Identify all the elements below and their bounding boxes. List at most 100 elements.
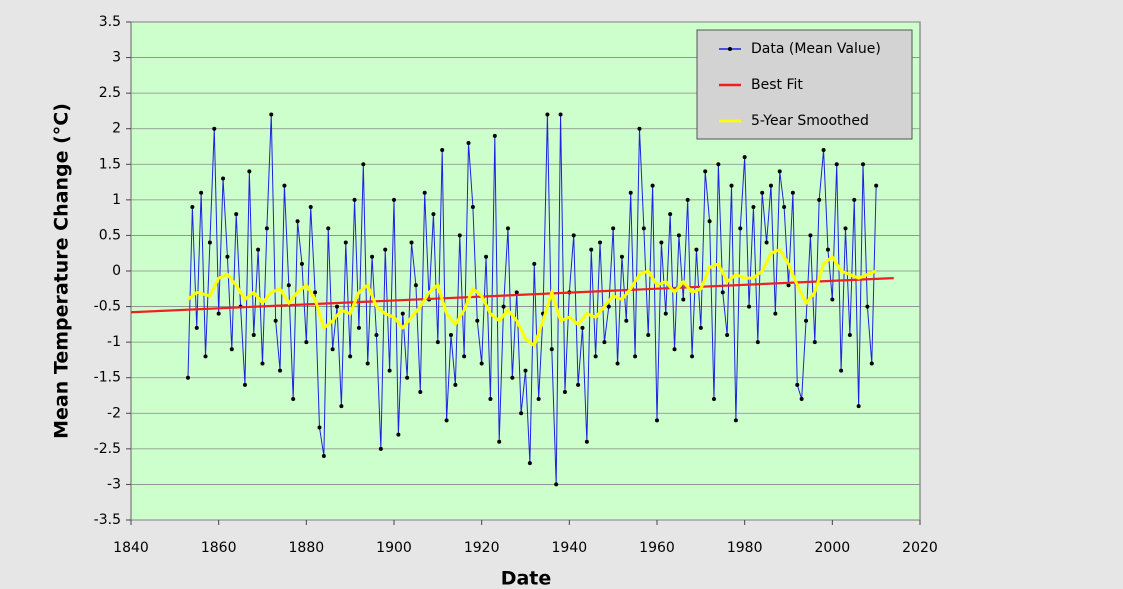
data-point <box>852 197 857 202</box>
data-point <box>576 382 581 387</box>
y-tick-label: 3 <box>112 50 121 66</box>
data-point <box>707 219 712 224</box>
data-point <box>304 340 309 345</box>
data-point <box>554 482 559 487</box>
data-point <box>747 304 752 309</box>
data-point <box>501 304 506 309</box>
data-point <box>326 226 331 231</box>
data-point <box>527 461 532 466</box>
data-point <box>764 240 769 245</box>
data-point <box>768 183 773 188</box>
data-point <box>751 204 756 209</box>
data-point <box>492 133 497 138</box>
data-point <box>782 204 787 209</box>
data-point <box>510 375 515 380</box>
data-point <box>431 212 436 217</box>
x-tick-label: 1860 <box>201 540 237 556</box>
data-point <box>703 169 708 174</box>
data-point <box>804 318 809 323</box>
data-point <box>532 261 537 266</box>
data-point <box>755 340 760 345</box>
data-point <box>203 354 208 359</box>
data-point <box>711 397 716 402</box>
data-point <box>839 368 844 373</box>
legend-marker <box>728 47 732 51</box>
data-point <box>264 226 269 231</box>
data-point <box>808 233 813 238</box>
data-point <box>659 240 664 245</box>
data-point <box>330 347 335 352</box>
x-axis-title: Date <box>501 568 552 589</box>
data-point <box>260 361 265 366</box>
data-point <box>519 411 524 416</box>
data-point <box>247 169 252 174</box>
data-point <box>681 297 686 302</box>
data-point <box>655 418 659 423</box>
data-point <box>256 247 261 252</box>
data-point <box>361 162 366 167</box>
data-point <box>286 283 291 288</box>
data-point <box>400 311 405 316</box>
data-point <box>453 382 458 387</box>
data-point <box>843 226 848 231</box>
data-point <box>720 290 725 295</box>
data-point <box>229 347 234 352</box>
data-point <box>733 418 738 423</box>
data-point <box>856 404 861 409</box>
data-point <box>466 140 471 145</box>
legend-label: 5-Year Smoothed <box>751 113 869 129</box>
y-tick-label: 1 <box>112 192 121 208</box>
x-tick-label: 2000 <box>815 540 851 556</box>
data-point <box>387 368 392 373</box>
data-point <box>413 283 418 288</box>
y-tick-label: 2 <box>112 121 121 137</box>
data-point <box>348 354 353 359</box>
series-line <box>130 277 894 314</box>
data-point <box>812 340 817 345</box>
data-point <box>221 176 226 181</box>
data-point <box>637 126 642 131</box>
data-point <box>251 333 256 338</box>
y-tick-label: -3.5 <box>94 512 121 528</box>
data-point <box>571 233 576 238</box>
data-point <box>308 204 313 209</box>
data-point <box>488 397 493 402</box>
data-point <box>668 212 673 217</box>
legend-label: Best Fit <box>751 77 803 93</box>
data-point <box>207 240 212 245</box>
data-point <box>321 453 326 458</box>
y-axis-title: Mean Temperature Change (°C) <box>51 103 73 439</box>
data-point <box>716 162 721 167</box>
legend-label: Data (Mean Value) <box>751 41 881 57</box>
data-point <box>352 197 357 202</box>
data-point <box>440 148 445 153</box>
data-point <box>602 340 607 345</box>
data-point <box>225 254 230 259</box>
x-tick-label: 1900 <box>376 540 412 556</box>
data-point <box>598 240 603 245</box>
data-point <box>234 212 239 217</box>
data-point <box>633 354 638 359</box>
data-point <box>558 112 563 117</box>
y-tick-label: -2 <box>107 405 121 421</box>
x-tick-label: 1920 <box>464 540 500 556</box>
data-point <box>865 304 870 309</box>
data-point <box>295 219 300 224</box>
data-point <box>313 290 318 295</box>
data-point <box>817 197 822 202</box>
data-point <box>216 311 221 316</box>
y-tick-label: -2.5 <box>94 441 121 457</box>
data-point <box>317 425 322 430</box>
data-point <box>444 418 449 423</box>
data-point <box>869 361 874 366</box>
data-point <box>628 190 633 195</box>
data-point <box>484 254 489 259</box>
data-point <box>378 446 383 451</box>
data-point <box>383 247 388 252</box>
data-point <box>589 247 594 252</box>
data-point <box>523 368 528 373</box>
y-tick-label: -1.5 <box>94 370 121 386</box>
data-point <box>690 354 695 359</box>
data-point <box>470 204 475 209</box>
